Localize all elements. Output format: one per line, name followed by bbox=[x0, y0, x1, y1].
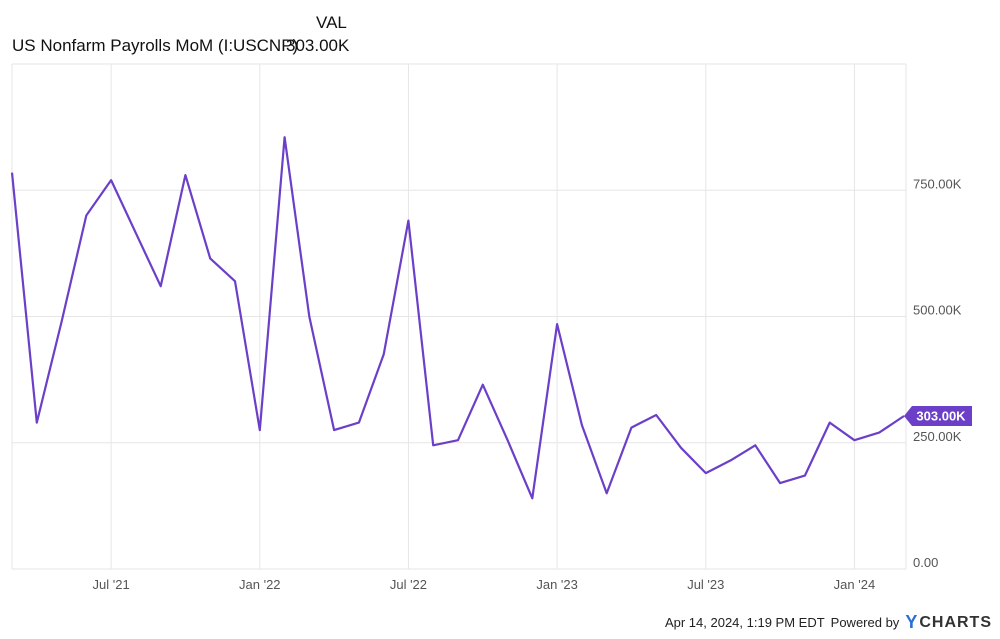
x-axis-ticks: Jul '21 Jan '22 Jul '22 Jan '23 Jul '23 Jan '… bbox=[93, 577, 876, 592]
x-tick-label: Jul '21 bbox=[93, 577, 130, 592]
y-tick-label: 750.00K bbox=[913, 176, 962, 191]
ycharts-logo-mark: Y bbox=[905, 612, 919, 632]
legend-column-header: VAL bbox=[316, 13, 347, 32]
legend-latest-value: 303.00K bbox=[286, 36, 350, 55]
last-value-badge bbox=[904, 405, 972, 426]
series-line[interactable] bbox=[10, 136, 905, 500]
y-axis-ticks: 0.00 250.00K 500.00K 750.00K bbox=[913, 176, 962, 570]
footer-timestamp: Apr 14, 2024, 1:19 PM EDT bbox=[664, 615, 825, 630]
footer-powered-by: Powered by bbox=[830, 615, 900, 630]
ycharts-logo-text: CHARTS bbox=[919, 613, 992, 631]
x-tick-label: Jul '23 bbox=[687, 577, 724, 592]
last-value-marker: 303.00K bbox=[904, 405, 972, 426]
y-tick-label: 250.00K bbox=[913, 429, 962, 444]
y-tick-label: 500.00K bbox=[913, 303, 962, 318]
x-tick-label: Jan '24 bbox=[834, 577, 876, 592]
legend-series-name[interactable]: US Nonfarm Payrolls MoM (I:USCNP) bbox=[12, 36, 299, 55]
footer: Apr 14, 2024, 1:19 PM EDT Powered by Y C… bbox=[665, 612, 992, 633]
x-tick-label: Jan '23 bbox=[536, 577, 578, 592]
ycharts-logo[interactable]: Y CHARTS bbox=[905, 612, 992, 633]
grid-lines bbox=[11, 63, 907, 570]
x-tick-label: Jul '22 bbox=[390, 577, 427, 592]
last-value-label: 303.00K bbox=[916, 408, 966, 423]
x-tick-label: Jan '22 bbox=[239, 577, 281, 592]
y-tick-label: 0.00 bbox=[913, 555, 938, 570]
